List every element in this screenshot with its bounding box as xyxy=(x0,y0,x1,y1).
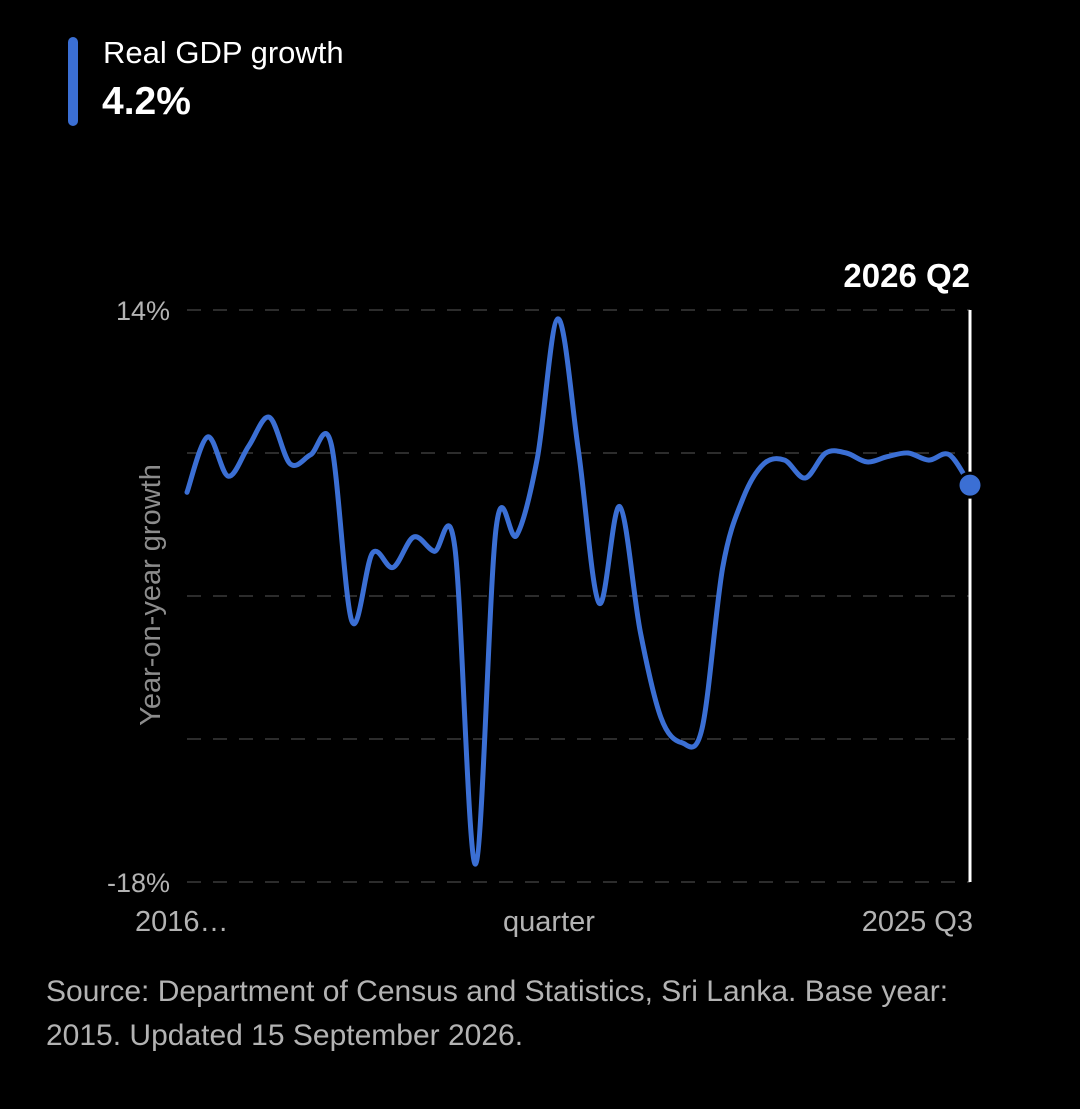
x-tick-label-last: 2025 Q3 xyxy=(862,906,973,938)
legend-label: Real GDP growth xyxy=(103,35,344,70)
series-layer xyxy=(184,316,984,867)
y-tick-label-bottom: -18% xyxy=(107,868,170,898)
series-line-0 xyxy=(184,316,973,867)
x-axis-label: quarter xyxy=(503,906,595,938)
x-tick-label-first: 2016… xyxy=(135,906,229,938)
line-chart[interactable]: 14% -18% Year-on-year growth 2016… quart… xyxy=(0,0,1080,960)
y-axis-label: Year-on-year growth xyxy=(135,464,167,726)
legend-color-swatch xyxy=(68,37,78,126)
grid-lines xyxy=(187,309,970,883)
hover-label: 2026 Q2 xyxy=(843,257,970,294)
source-note: Source: Department of Census and Statist… xyxy=(46,975,949,1052)
y-tick-label-top: 14% xyxy=(116,296,170,326)
hover-marker xyxy=(956,471,984,499)
legend-value: 4.2% xyxy=(102,80,191,123)
